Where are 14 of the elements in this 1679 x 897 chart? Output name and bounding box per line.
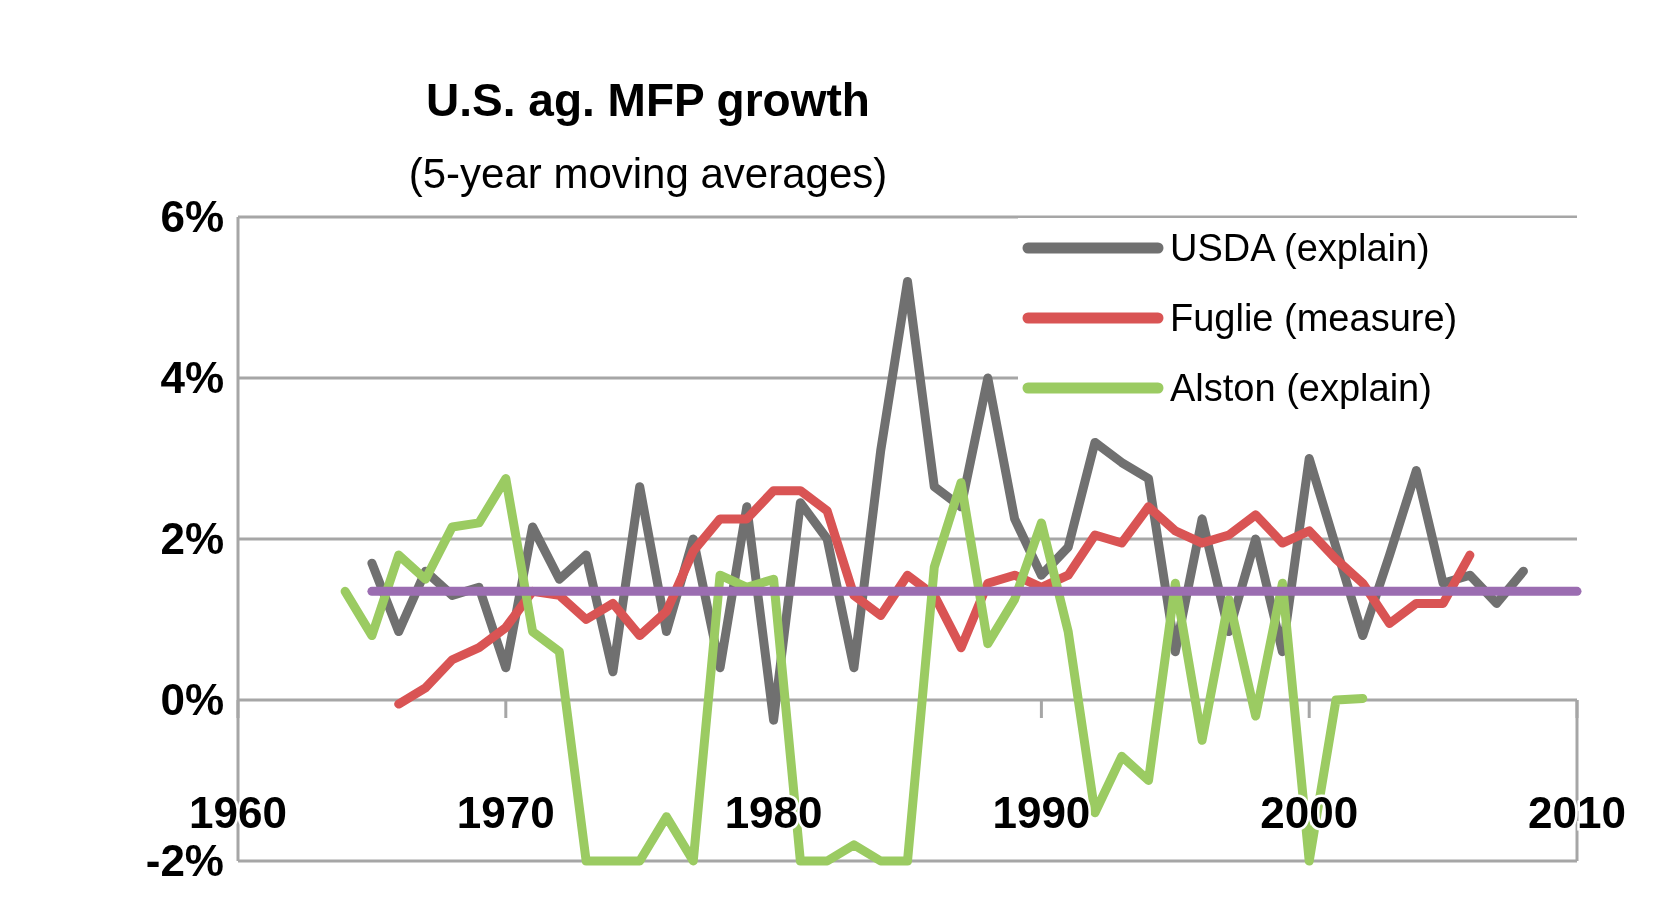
chart-title: U.S. ag. MFP growth [426, 74, 870, 126]
legend-label: Fuglie (measure) [1170, 297, 1458, 340]
y-tick-label: 2% [160, 514, 224, 564]
chart-subtitle: (5-year moving averages) [408, 150, 888, 197]
y-tick-label: -2% [145, 836, 224, 886]
x-tick-label: 1990 [992, 788, 1091, 837]
x-tick-label: 1970 [456, 788, 555, 837]
y-tick-label: 4% [160, 353, 224, 403]
x-tick-label: 1960 [189, 788, 287, 837]
y-tick-label: 6% [160, 192, 224, 242]
x-tick-label: 2010 [1528, 788, 1626, 837]
y-tick-label: 0% [160, 675, 224, 725]
legend-label: Alston (explain) [1170, 367, 1432, 410]
legend-label: USDA (explain) [1170, 227, 1430, 270]
